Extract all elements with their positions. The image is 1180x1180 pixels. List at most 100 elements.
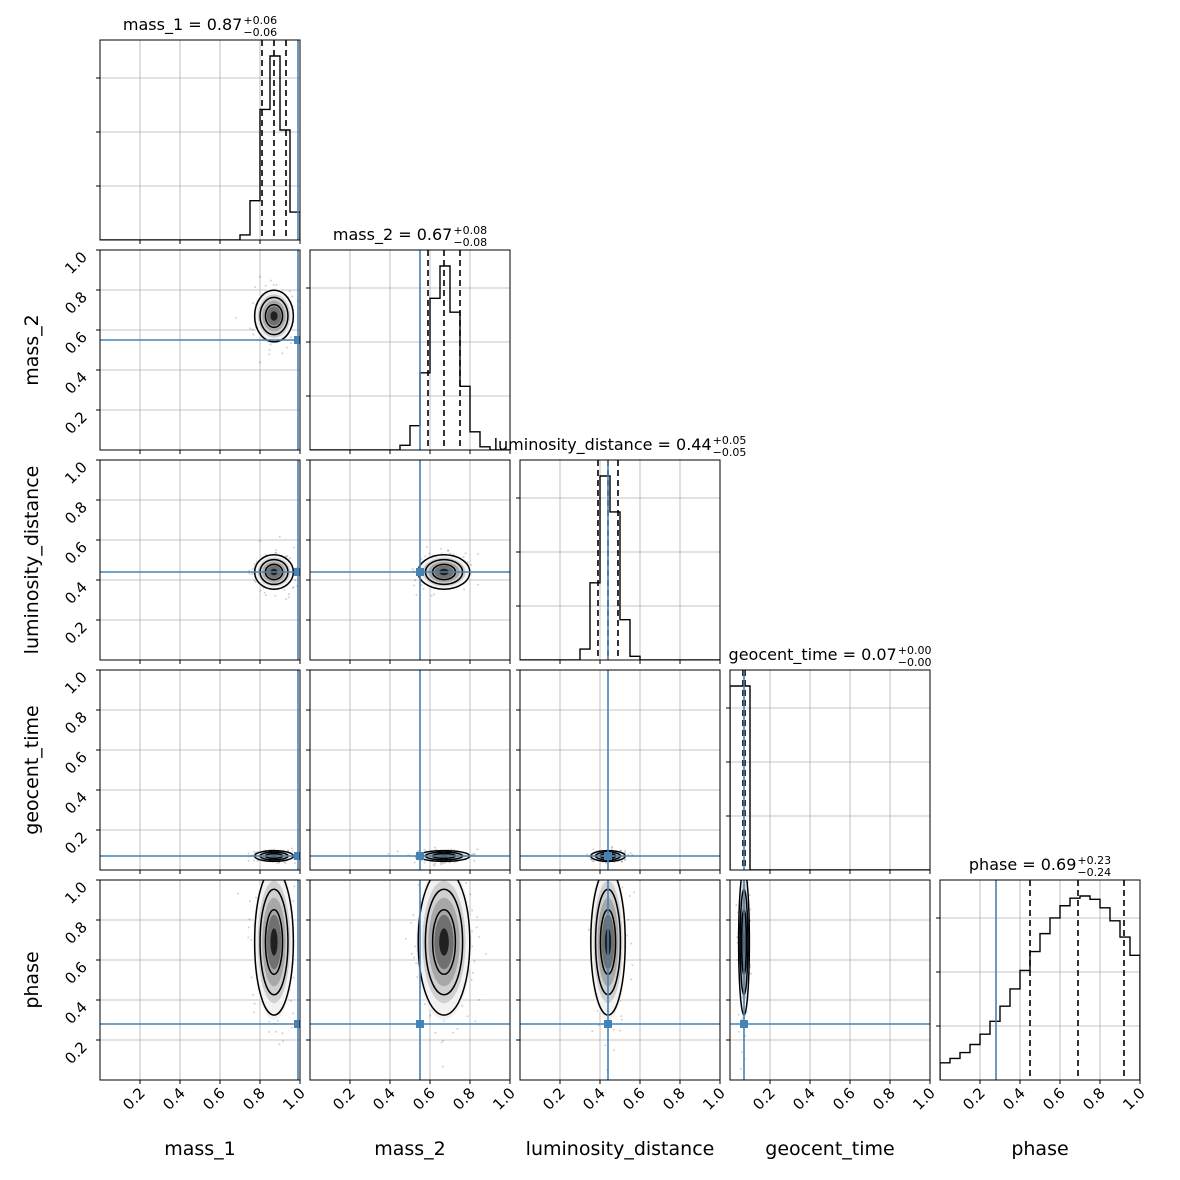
contour-1 — [259, 888, 289, 996]
sample-point — [590, 858, 593, 861]
sample-point — [292, 900, 295, 903]
y-tick-label: 0.8 — [61, 918, 91, 948]
sample-point — [628, 894, 631, 897]
panel-geocent_time-vs-phase — [726, 865, 931, 1084]
title-phase: phase = 0.69 +0.23−0.24 — [969, 854, 1111, 879]
sample-point — [269, 279, 272, 282]
sample-point — [413, 861, 416, 864]
sample-point — [610, 847, 613, 850]
panel-luminosity_distance-vs-phase — [516, 871, 721, 1084]
y-tick-label: 1.0 — [61, 668, 91, 698]
x-tick-label: 1.0 — [489, 1084, 519, 1114]
sample-point — [269, 343, 272, 346]
sample-point — [306, 329, 308, 331]
sample-point — [258, 276, 261, 279]
sample-point — [447, 549, 450, 552]
sample-point — [738, 1030, 741, 1033]
sample-point — [472, 852, 475, 855]
sample-point — [597, 875, 599, 877]
sample-point — [301, 984, 303, 986]
axes-frame — [519, 459, 721, 661]
panel-mass_1-vs-luminosity_distance — [96, 459, 301, 664]
sample-point — [268, 353, 271, 356]
sample-point — [253, 1002, 256, 1005]
sample-point — [594, 871, 596, 873]
x-tick-label: 0.8 — [239, 1084, 269, 1114]
sample-point — [281, 810, 283, 812]
sample-point — [248, 918, 251, 921]
y-tick-label: 1.0 — [61, 458, 91, 488]
sample-point — [444, 875, 446, 877]
sample-point — [604, 1044, 607, 1047]
sample-point — [615, 874, 617, 876]
title-text: mass_1 = 0.87 — [123, 15, 242, 35]
sample-point — [266, 872, 268, 874]
sample-point — [434, 846, 437, 849]
title-plus: +0.08 — [453, 224, 487, 237]
title-plus: +0.06 — [243, 14, 277, 27]
x-axis-label-luminosity_distance: luminosity_distance — [526, 1138, 715, 1160]
sample-point — [461, 1004, 464, 1007]
sample-point — [292, 585, 295, 588]
sample-point — [477, 583, 480, 586]
sample-point — [627, 918, 630, 921]
sample-point — [457, 873, 459, 875]
sample-point — [613, 876, 615, 878]
title-minus: −0.24 — [1077, 866, 1111, 879]
sample-point — [253, 850, 256, 853]
truth-marker — [416, 568, 424, 576]
sample-point — [423, 861, 426, 864]
sample-point — [466, 1015, 469, 1018]
sample-point — [278, 861, 281, 864]
title-plus: +0.00 — [898, 644, 932, 657]
sample-point — [417, 883, 420, 886]
title-text: mass_2 = 0.67 — [333, 225, 452, 245]
x-tick-label: 0.6 — [409, 1084, 439, 1114]
sample-point — [274, 1030, 277, 1033]
sample-point — [290, 336, 293, 339]
x-tick-label: 1.0 — [909, 1084, 939, 1114]
sample-point — [630, 978, 633, 981]
sample-point — [450, 848, 453, 851]
title-text: geocent_time = 0.07 — [729, 645, 897, 665]
sample-point — [417, 850, 420, 853]
sample-point — [420, 557, 423, 560]
sample-point — [263, 591, 266, 594]
x-tick-label: 1.0 — [699, 1084, 729, 1114]
title-minus: −0.00 — [898, 656, 932, 669]
density-level-4 — [270, 928, 278, 956]
sample-point — [444, 861, 447, 864]
sample-point — [624, 858, 627, 861]
sample-point — [631, 964, 634, 967]
x-axis-label-geocent_time: geocent_time — [765, 1138, 894, 1160]
sample-point — [249, 327, 252, 330]
axes-frame — [309, 249, 511, 451]
sample-point — [235, 316, 238, 319]
axes-frame — [519, 669, 721, 871]
sample-point — [251, 567, 254, 570]
axes-frame — [99, 879, 301, 1081]
sample-point — [247, 936, 250, 939]
sample-point — [294, 579, 297, 582]
sample-point — [429, 1014, 432, 1017]
sample-point — [633, 891, 636, 894]
axes-frame — [729, 879, 931, 1081]
sample-point — [258, 361, 261, 364]
sample-point — [276, 862, 279, 865]
sample-point — [284, 862, 287, 865]
sample-point — [420, 859, 423, 862]
x-tick-label: 0.4 — [159, 1084, 189, 1114]
x-tick-label: 0.2 — [749, 1084, 779, 1114]
sample-point — [434, 862, 437, 865]
x-tick-label: 0.2 — [959, 1084, 989, 1114]
sample-point — [449, 552, 452, 555]
panel-mass_2-vs-luminosity_distance — [306, 459, 511, 664]
sample-point — [736, 958, 739, 961]
sample-point — [387, 853, 390, 856]
sample-point — [740, 865, 742, 867]
y-axis-label-mass_2: mass_2 — [21, 314, 43, 386]
sample-point — [592, 860, 595, 863]
axes-frame — [99, 249, 301, 451]
sample-point — [451, 1031, 454, 1034]
sample-point — [274, 872, 276, 874]
